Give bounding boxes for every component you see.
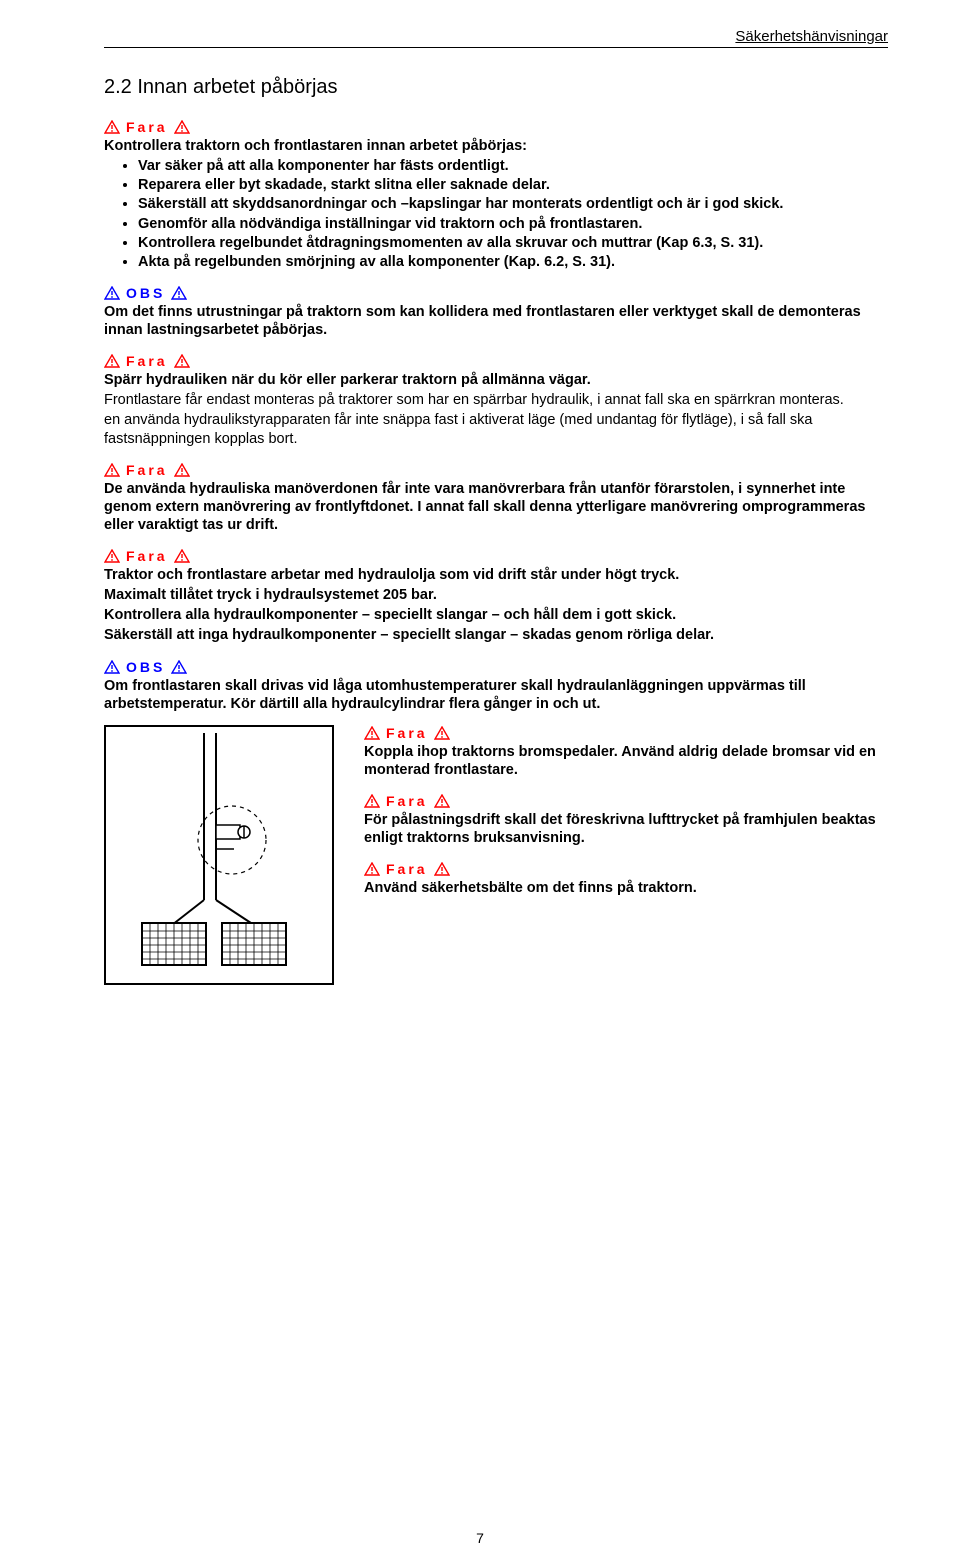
body-text: Koppla ihop traktorns bromspedaler. Anvä… [364, 743, 888, 779]
warning-triangle-icon [434, 726, 450, 740]
warning-triangle-icon [364, 794, 380, 808]
page-number: 7 [0, 1530, 960, 1546]
warning-triangle-icon [174, 463, 190, 477]
list-item: Var säker på att alla komponenter har fä… [138, 157, 888, 175]
danger-label: Fara [104, 462, 888, 478]
obs-label-text: OBS [126, 659, 165, 675]
body-text: Traktor och frontlastare arbetar med hyd… [104, 566, 888, 584]
illustration-row: Fara Koppla ihop traktorns bromspedaler.… [104, 725, 888, 990]
danger-block-4: Fara Traktor och frontlastare arbetar me… [104, 548, 888, 645]
danger-label: Fara [104, 119, 888, 135]
body-text: Frontlastare får endast monteras på trak… [104, 391, 888, 409]
danger-label-text: Fara [126, 462, 168, 478]
danger-label: Fara [104, 353, 888, 369]
warning-triangle-icon [104, 354, 120, 368]
obs-block-1: OBS Om det finns utrustningar på traktor… [104, 285, 888, 339]
danger-label: Fara [364, 793, 888, 809]
warning-triangle-icon [364, 862, 380, 876]
warning-triangle-icon [104, 660, 120, 674]
obs-block-2: OBS Om frontlastaren skall drivas vid lå… [104, 659, 888, 713]
danger-label-text: Fara [126, 548, 168, 564]
danger-block-1: Fara Kontrollera traktorn och frontlasta… [104, 119, 888, 271]
warning-triangle-icon [174, 354, 190, 368]
header-rule [104, 47, 888, 48]
right-column: Fara Koppla ihop traktorns bromspedaler.… [364, 725, 888, 906]
list-item: Säkerställ att skyddsanordningar och –ka… [138, 195, 888, 213]
header-section-label: Säkerhetshänvisningar [104, 28, 888, 45]
body-text: Maximalt tillåtet tryck i hydraulsysteme… [104, 586, 888, 604]
obs-label: OBS [104, 285, 888, 301]
warning-triangle-icon [364, 726, 380, 740]
warning-triangle-icon [104, 549, 120, 563]
body-text: en använda hydraulikstyrapparaten får in… [104, 411, 888, 447]
brake-pedal-illustration [104, 725, 334, 990]
danger-block-2: Fara Spärr hydrauliken när du kör eller … [104, 353, 888, 448]
danger-label: Fara [364, 725, 888, 741]
danger-block-3: Fara De använda hydrauliska manöverdonen… [104, 462, 888, 534]
warning-triangle-icon [104, 463, 120, 477]
warning-triangle-icon [434, 862, 450, 876]
section-heading: 2.2 Innan arbetet påbörjas [104, 76, 888, 99]
danger-block-5: Fara Koppla ihop traktorns bromspedaler.… [364, 725, 888, 779]
list-item: Kontrollera regelbundet åtdragningsmomen… [138, 234, 888, 252]
obs-label-text: OBS [126, 285, 165, 301]
body-text: De använda hydrauliska manöverdonen får … [104, 480, 888, 534]
warning-triangle-icon [104, 286, 120, 300]
list-item: Reparera eller byt skadade, starkt slitn… [138, 176, 888, 194]
danger-block-6: Fara För pålastningsdrift skall det före… [364, 793, 888, 847]
bullet-list: Var säker på att alla komponenter har fä… [104, 157, 888, 271]
warning-triangle-icon [171, 286, 187, 300]
danger-label-text: Fara [386, 861, 428, 877]
danger-label-text: Fara [386, 725, 428, 741]
body-text: Kontrollera alla hydraulkomponenter – sp… [104, 606, 888, 624]
warning-triangle-icon [104, 120, 120, 134]
danger-label-text: Fara [126, 119, 168, 135]
list-item: Genomför alla nödvändiga inställningar v… [138, 215, 888, 233]
body-text: För pålastningsdrift skall det föreskriv… [364, 811, 888, 847]
body-text: Spärr hydrauliken när du kör eller parke… [104, 371, 888, 389]
list-item: Akta på regelbunden smörjning av alla ko… [138, 253, 888, 271]
danger-label: Fara [364, 861, 888, 877]
danger-block-7: Fara Använd säkerhetsbälte om det finns … [364, 861, 888, 897]
danger-label-text: Fara [126, 353, 168, 369]
warning-triangle-icon [434, 794, 450, 808]
body-text: Använd säkerhetsbälte om det finns på tr… [364, 879, 888, 897]
warning-triangle-icon [174, 120, 190, 134]
danger-label: Fara [104, 548, 888, 564]
warning-triangle-icon [174, 549, 190, 563]
body-text: Säkerställ att inga hydraulkomponenter –… [104, 626, 888, 644]
body-text: Om det finns utrustningar på traktorn so… [104, 303, 888, 339]
body-text: Om frontlastaren skall drivas vid låga u… [104, 677, 888, 713]
obs-label: OBS [104, 659, 888, 675]
page: Säkerhetshänvisningar 2.2 Innan arbetet … [0, 0, 960, 1566]
warning-triangle-icon [171, 660, 187, 674]
intro-text: Kontrollera traktorn och frontlastaren i… [104, 137, 888, 155]
danger-label-text: Fara [386, 793, 428, 809]
